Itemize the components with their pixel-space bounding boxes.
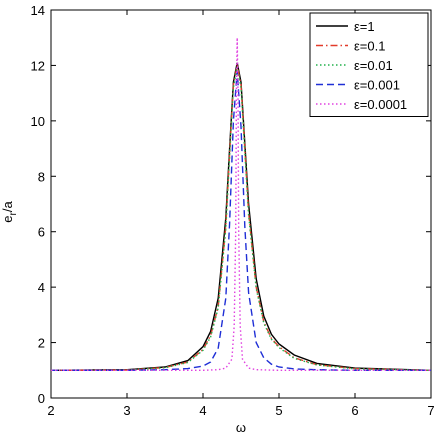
y-tick-label: 0 bbox=[38, 391, 45, 406]
legend-label-5: ε=0.0001 bbox=[354, 97, 407, 112]
legend: ε=1 ε=0.1 ε=0.01 ε=0.001 ε=0.0001 bbox=[309, 12, 429, 117]
x-tick-label: 3 bbox=[123, 403, 130, 418]
x-tick-label: 5 bbox=[275, 403, 282, 418]
y-tick-label: 10 bbox=[31, 114, 45, 129]
y-axis-label: er/a bbox=[0, 201, 19, 223]
y-tick-label: 8 bbox=[38, 169, 45, 184]
legend-label-4: ε=0.001 bbox=[354, 78, 400, 93]
series-line-4 bbox=[51, 70, 431, 371]
x-tick-label: 7 bbox=[427, 403, 434, 418]
x-tick-label: 4 bbox=[199, 403, 206, 418]
x-tick-label: 6 bbox=[351, 403, 358, 418]
legend-label-2: ε=0.1 bbox=[354, 39, 385, 54]
y-tick-label: 4 bbox=[38, 280, 45, 295]
x-axis-label: ω bbox=[236, 420, 246, 435]
y-tick-label: 2 bbox=[38, 336, 45, 351]
series-line-3 bbox=[51, 66, 431, 371]
plot-area bbox=[51, 37, 431, 371]
legend-label-3: ε=0.01 bbox=[354, 58, 393, 73]
x-tick-label: 2 bbox=[47, 403, 54, 418]
y-tick-label: 12 bbox=[31, 58, 45, 73]
plot-frame bbox=[50, 9, 432, 399]
y-tick-label: 6 bbox=[38, 225, 45, 240]
legend-box bbox=[309, 12, 429, 117]
y-tick-label: 14 bbox=[31, 3, 45, 18]
legend-label-1: ε=1 bbox=[354, 19, 375, 34]
